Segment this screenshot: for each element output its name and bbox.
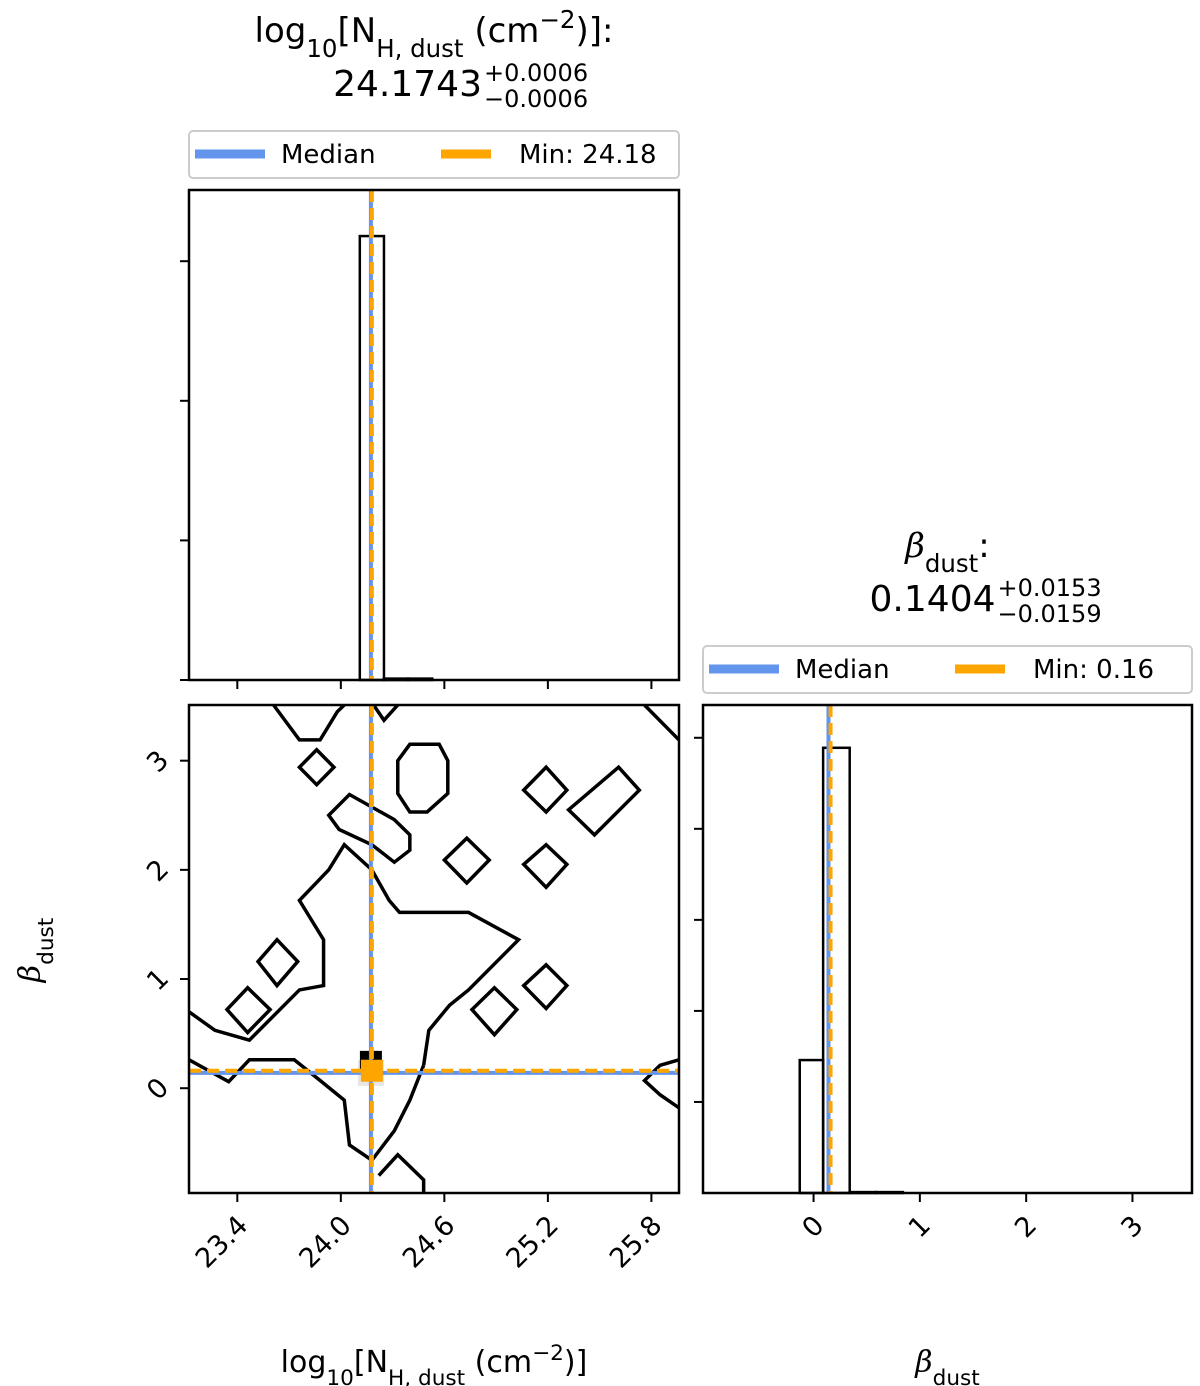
- title-upper-error: +0.0006: [484, 59, 588, 87]
- label-part: dust: [34, 918, 59, 965]
- label-part: dust: [933, 1366, 980, 1386]
- label-part: [N: [354, 1345, 388, 1380]
- label-part: :: [978, 526, 989, 566]
- label-part: [N: [337, 11, 376, 51]
- label-part: β: [903, 526, 925, 566]
- contour: [641, 1058, 679, 1110]
- label-part: β: [13, 965, 48, 983]
- plot-area: [358, 190, 434, 682]
- contour: [643, 705, 679, 742]
- hist-bar: [798, 1058, 825, 1195]
- y-tick-label: 2: [141, 854, 175, 888]
- label-part: −2: [532, 1341, 564, 1366]
- legend-label: Median: [281, 140, 376, 170]
- legend-label: Median: [795, 655, 890, 685]
- label-part: log: [255, 11, 307, 51]
- x-tick-label: 0: [796, 1210, 830, 1244]
- legend-label: Min: 24.18: [519, 140, 657, 170]
- title-upper-error: +0.0153: [998, 574, 1102, 602]
- x-tick-label: 25.2: [500, 1210, 564, 1274]
- contour: [255, 937, 301, 989]
- panel: 24.1743 +0.0006−0.0006 Median Min: 24.18: [180, 59, 681, 689]
- contour: [372, 705, 400, 724]
- contour: [521, 962, 570, 1012]
- panel: 0 1 2 3 0.1404 +0.0153−0.0159 Median Min: 0.16: [694, 574, 1194, 1244]
- contour: [272, 705, 346, 742]
- contour: [521, 764, 570, 815]
- label-part: 10: [306, 34, 337, 63]
- contour: [396, 742, 450, 814]
- label-part: −2: [539, 5, 575, 34]
- axis-label: βdust:: [903, 526, 990, 578]
- contour: [296, 747, 337, 788]
- x-tick-label: 25.8: [604, 1210, 668, 1274]
- legend-box: [188, 130, 680, 179]
- y-tick-label: 0: [141, 1072, 175, 1106]
- label-part: :: [602, 11, 613, 51]
- x-tick-label: 1: [903, 1210, 937, 1244]
- min-point: [360, 1059, 383, 1082]
- contour: [469, 985, 520, 1038]
- legend-box: [702, 645, 1193, 694]
- label-part: H, dust: [376, 34, 464, 63]
- plot-area: [798, 705, 905, 1195]
- plot-area: [189, 705, 679, 1193]
- contour: [326, 792, 412, 865]
- title-value: 0.1404: [870, 579, 996, 620]
- label-part: log: [281, 1345, 327, 1380]
- x-tick-label: 2: [1009, 1210, 1043, 1244]
- y-tick-label: 3: [141, 745, 175, 779]
- axis-label: log10[NH, dust (cm−2)]:: [255, 5, 614, 63]
- contour: [521, 842, 570, 890]
- label-part: (cm: [464, 11, 540, 51]
- title-lower-error: −0.0006: [484, 85, 588, 113]
- axis-label: log10[NH, dust (cm−2)]: [281, 1341, 588, 1386]
- label-part: )]: [576, 11, 603, 51]
- axis-label: βdust: [914, 1345, 979, 1386]
- x-tick-label: 3: [1115, 1210, 1149, 1244]
- title-value: 24.1743: [333, 64, 482, 105]
- x-tick-label: 24.6: [397, 1210, 461, 1274]
- contour: [565, 764, 642, 838]
- contour: [189, 1058, 426, 1163]
- x-tick-label: 24.0: [293, 1210, 357, 1274]
- contour: [377, 1152, 426, 1193]
- panel: 23.4 24.0 24.6 25.2 25.8 0 1 2 3: [141, 703, 681, 1274]
- label-part: (cm: [465, 1345, 532, 1380]
- label-part: )]: [564, 1345, 587, 1380]
- panel-frame: [701, 703, 1194, 1195]
- label-part: 10: [326, 1366, 353, 1386]
- contour: [224, 985, 273, 1036]
- x-tick-label: 23.4: [190, 1210, 254, 1274]
- label-part: H, dust: [388, 1366, 465, 1386]
- title-lower-error: −0.0159: [998, 600, 1102, 628]
- contour: [189, 842, 522, 1066]
- label-part: β: [914, 1345, 932, 1380]
- axis-label: βdust: [13, 918, 59, 983]
- panel-frame: [187, 703, 681, 1195]
- y-tick-label: 1: [141, 963, 175, 997]
- contour: [441, 835, 492, 886]
- legend-label: Min: 0.16: [1033, 655, 1154, 685]
- panel-frame: [187, 188, 681, 682]
- label-part: dust: [925, 549, 979, 578]
